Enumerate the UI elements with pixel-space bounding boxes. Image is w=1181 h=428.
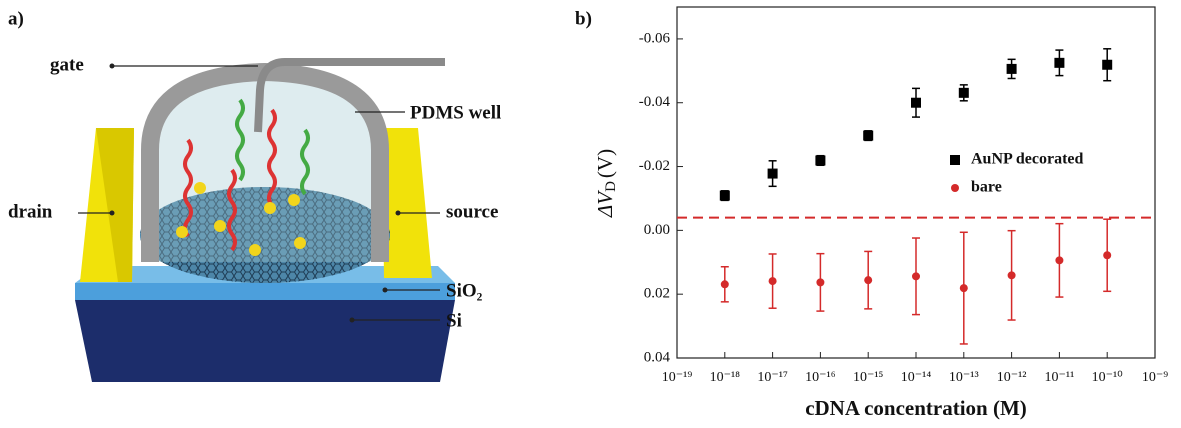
panel-label: b) bbox=[575, 8, 592, 29]
point bbox=[863, 130, 874, 141]
point bbox=[1006, 63, 1017, 74]
legend-marker bbox=[950, 155, 960, 165]
x-tick-label: 10⁻¹³ bbox=[949, 370, 979, 385]
y-tick-label: -0.02 bbox=[639, 158, 670, 174]
legend-label: bare bbox=[971, 179, 1002, 196]
point bbox=[815, 155, 826, 166]
diagram-label: Si bbox=[446, 310, 462, 331]
point bbox=[719, 190, 730, 201]
point bbox=[816, 278, 825, 287]
point bbox=[1055, 256, 1064, 265]
x-tick-label: 10⁻¹¹ bbox=[1045, 370, 1075, 385]
point bbox=[1007, 271, 1016, 280]
point bbox=[912, 272, 920, 281]
x-tick-label: 10⁻¹⁸ bbox=[710, 370, 741, 385]
x-tick-label: 10⁻¹⁴ bbox=[901, 370, 932, 385]
point bbox=[1102, 59, 1113, 70]
device-illustration bbox=[75, 58, 455, 382]
y-axis-label: ΔVD (V) bbox=[593, 149, 620, 218]
diagram-label: source bbox=[446, 201, 498, 222]
point bbox=[768, 277, 777, 286]
x-tick-label: 10⁻¹⁶ bbox=[805, 370, 836, 385]
y-tick-label: 0.00 bbox=[644, 222, 670, 238]
legend-label: AuNP decorated bbox=[971, 151, 1084, 168]
x-tick-label: 10⁻¹⁵ bbox=[853, 370, 884, 385]
y-tick-label: -0.04 bbox=[639, 94, 671, 110]
diagram-label: SiO₂ bbox=[446, 280, 483, 301]
x-axis-label: cDNA concentration (M) bbox=[805, 396, 1027, 420]
x-tick-label: 10⁻¹⁹ bbox=[662, 370, 693, 385]
point bbox=[958, 87, 969, 98]
y-label-sub: D bbox=[603, 181, 619, 192]
x-tick-label: 10⁻¹⁰ bbox=[1092, 370, 1124, 385]
point bbox=[720, 280, 729, 289]
point bbox=[767, 168, 778, 179]
point bbox=[1054, 57, 1065, 68]
diagram-label: drain bbox=[8, 201, 53, 222]
y-label-unit: (V) bbox=[593, 149, 617, 178]
legend-marker bbox=[951, 184, 959, 192]
x-tick-label: 10⁻⁹ bbox=[1142, 370, 1168, 385]
diagram-label: gate bbox=[50, 54, 84, 75]
y-tick-label: 0.04 bbox=[644, 349, 671, 365]
point bbox=[864, 276, 873, 285]
x-tick-label: 10⁻¹⁷ bbox=[757, 370, 788, 385]
point bbox=[959, 284, 968, 293]
y-tick-label: -0.06 bbox=[639, 30, 671, 46]
y-label-main: ΔV bbox=[593, 190, 617, 218]
panel-label: a) bbox=[8, 8, 24, 29]
diagram-label: PDMS well bbox=[410, 102, 501, 123]
y-tick-label: 0.02 bbox=[644, 286, 670, 302]
point bbox=[1103, 251, 1112, 260]
point bbox=[911, 97, 921, 108]
x-tick-label: 10⁻¹² bbox=[997, 370, 1027, 385]
